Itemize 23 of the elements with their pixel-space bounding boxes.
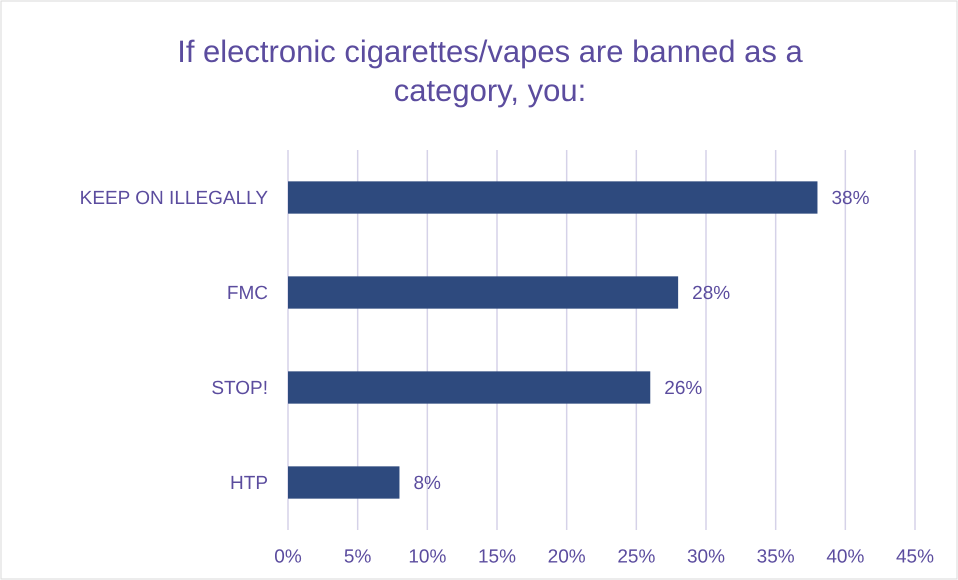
chart-title: If electronic cigarettes/vapes are banned as a category, you: xyxy=(177,34,804,108)
data-label: 38% xyxy=(831,188,870,210)
x-tick-label: 35% xyxy=(756,546,795,568)
data-label: 8% xyxy=(413,473,442,494)
data-label: 28% xyxy=(692,283,730,304)
bar xyxy=(288,276,678,309)
y-tick-label: KEEP ON ILLEGALLY xyxy=(80,188,268,210)
y-tick-label: FMC xyxy=(226,283,268,304)
y-tick-label: HTP xyxy=(230,473,268,494)
bar xyxy=(288,181,818,214)
x-tick-label: 5% xyxy=(344,546,372,568)
bar xyxy=(288,466,400,499)
x-tick-label: 40% xyxy=(826,546,864,568)
bar xyxy=(288,371,650,404)
data-label: 26% xyxy=(664,378,702,400)
x-tick-label: 30% xyxy=(686,546,726,568)
x-tick-label: 25% xyxy=(617,546,656,568)
y-tick-label: STOP! xyxy=(211,378,268,400)
x-tick-label: 20% xyxy=(548,546,586,568)
x-tick-label: 45% xyxy=(896,546,934,568)
x-tick-label: 0% xyxy=(274,546,302,568)
x-tick-label: 10% xyxy=(408,546,446,568)
x-tick-label: 15% xyxy=(478,546,516,568)
